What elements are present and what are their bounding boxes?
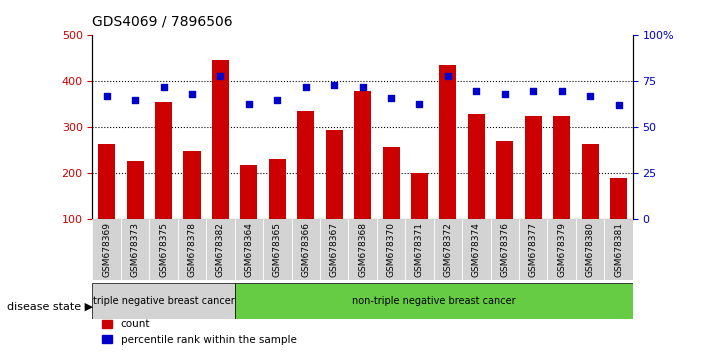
Point (584, 93, 596, 99)
FancyBboxPatch shape (235, 283, 633, 319)
Point (129, 97, 141, 103)
FancyBboxPatch shape (292, 219, 320, 280)
FancyBboxPatch shape (92, 219, 121, 280)
Text: GSM678365: GSM678365 (273, 222, 282, 278)
Text: GDS4069 / 7896506: GDS4069 / 7896506 (92, 14, 233, 28)
Text: GSM678374: GSM678374 (472, 222, 481, 278)
FancyBboxPatch shape (491, 219, 519, 280)
Point (556, 88, 567, 93)
FancyBboxPatch shape (92, 283, 235, 319)
Bar (610, 178, 627, 266)
Text: GSM678372: GSM678372 (444, 222, 452, 278)
Bar (582, 144, 599, 266)
FancyBboxPatch shape (519, 219, 547, 280)
Point (442, 73, 454, 79)
Text: GSM678368: GSM678368 (358, 222, 367, 278)
Text: GSM678375: GSM678375 (159, 222, 168, 278)
Point (158, 84, 169, 90)
Point (186, 91, 198, 97)
FancyBboxPatch shape (235, 219, 263, 280)
Text: non-triple negative breast cancer: non-triple negative breast cancer (352, 296, 515, 306)
FancyBboxPatch shape (462, 219, 491, 280)
FancyBboxPatch shape (434, 219, 462, 280)
FancyBboxPatch shape (576, 219, 604, 280)
Bar (411, 173, 428, 266)
FancyBboxPatch shape (121, 219, 149, 280)
Text: GSM678373: GSM678373 (131, 222, 139, 278)
Bar (525, 116, 542, 266)
Bar (496, 141, 513, 266)
Text: GSM678370: GSM678370 (387, 222, 395, 278)
Text: GSM678379: GSM678379 (557, 222, 566, 278)
Point (385, 95, 397, 101)
Bar (326, 130, 343, 266)
Bar (553, 116, 570, 266)
Bar (155, 102, 172, 266)
Text: GSM678371: GSM678371 (415, 222, 424, 278)
Point (272, 97, 283, 103)
FancyBboxPatch shape (149, 219, 178, 280)
Bar (439, 65, 456, 266)
Bar (354, 91, 371, 266)
Text: GSM678378: GSM678378 (188, 222, 196, 278)
Text: GSM678376: GSM678376 (501, 222, 509, 278)
FancyBboxPatch shape (320, 219, 348, 280)
Point (414, 101, 425, 106)
Point (300, 84, 311, 90)
Text: GSM678377: GSM678377 (529, 222, 538, 278)
FancyBboxPatch shape (604, 219, 633, 280)
Point (471, 88, 482, 93)
Text: disease state ▶: disease state ▶ (7, 301, 93, 311)
FancyBboxPatch shape (348, 219, 377, 280)
Bar (468, 114, 485, 266)
Bar (183, 152, 201, 266)
Text: GSM678380: GSM678380 (586, 222, 594, 278)
Text: GSM678382: GSM678382 (216, 222, 225, 278)
FancyBboxPatch shape (547, 219, 576, 280)
FancyBboxPatch shape (377, 219, 405, 280)
Point (528, 88, 539, 93)
Text: GSM678367: GSM678367 (330, 222, 338, 278)
Point (243, 101, 255, 106)
FancyBboxPatch shape (206, 219, 235, 280)
Bar (383, 147, 400, 266)
FancyBboxPatch shape (263, 219, 292, 280)
Point (357, 84, 368, 90)
Point (613, 103, 624, 108)
Bar (127, 161, 144, 266)
Point (101, 93, 112, 99)
Bar (269, 159, 286, 266)
Text: GSM678364: GSM678364 (245, 222, 253, 278)
Point (499, 91, 510, 97)
Bar (297, 111, 314, 266)
Text: GSM678381: GSM678381 (614, 222, 623, 278)
Bar (212, 60, 229, 266)
Text: GSM678369: GSM678369 (102, 222, 111, 278)
FancyBboxPatch shape (405, 219, 434, 280)
Legend: count, percentile rank within the sample: count, percentile rank within the sample (97, 315, 301, 349)
Bar (98, 143, 115, 266)
Point (328, 82, 340, 88)
Bar (240, 165, 257, 266)
Point (215, 73, 226, 79)
FancyBboxPatch shape (178, 219, 206, 280)
Text: GSM678366: GSM678366 (301, 222, 310, 278)
Text: triple negative breast cancer: triple negative breast cancer (92, 296, 235, 306)
